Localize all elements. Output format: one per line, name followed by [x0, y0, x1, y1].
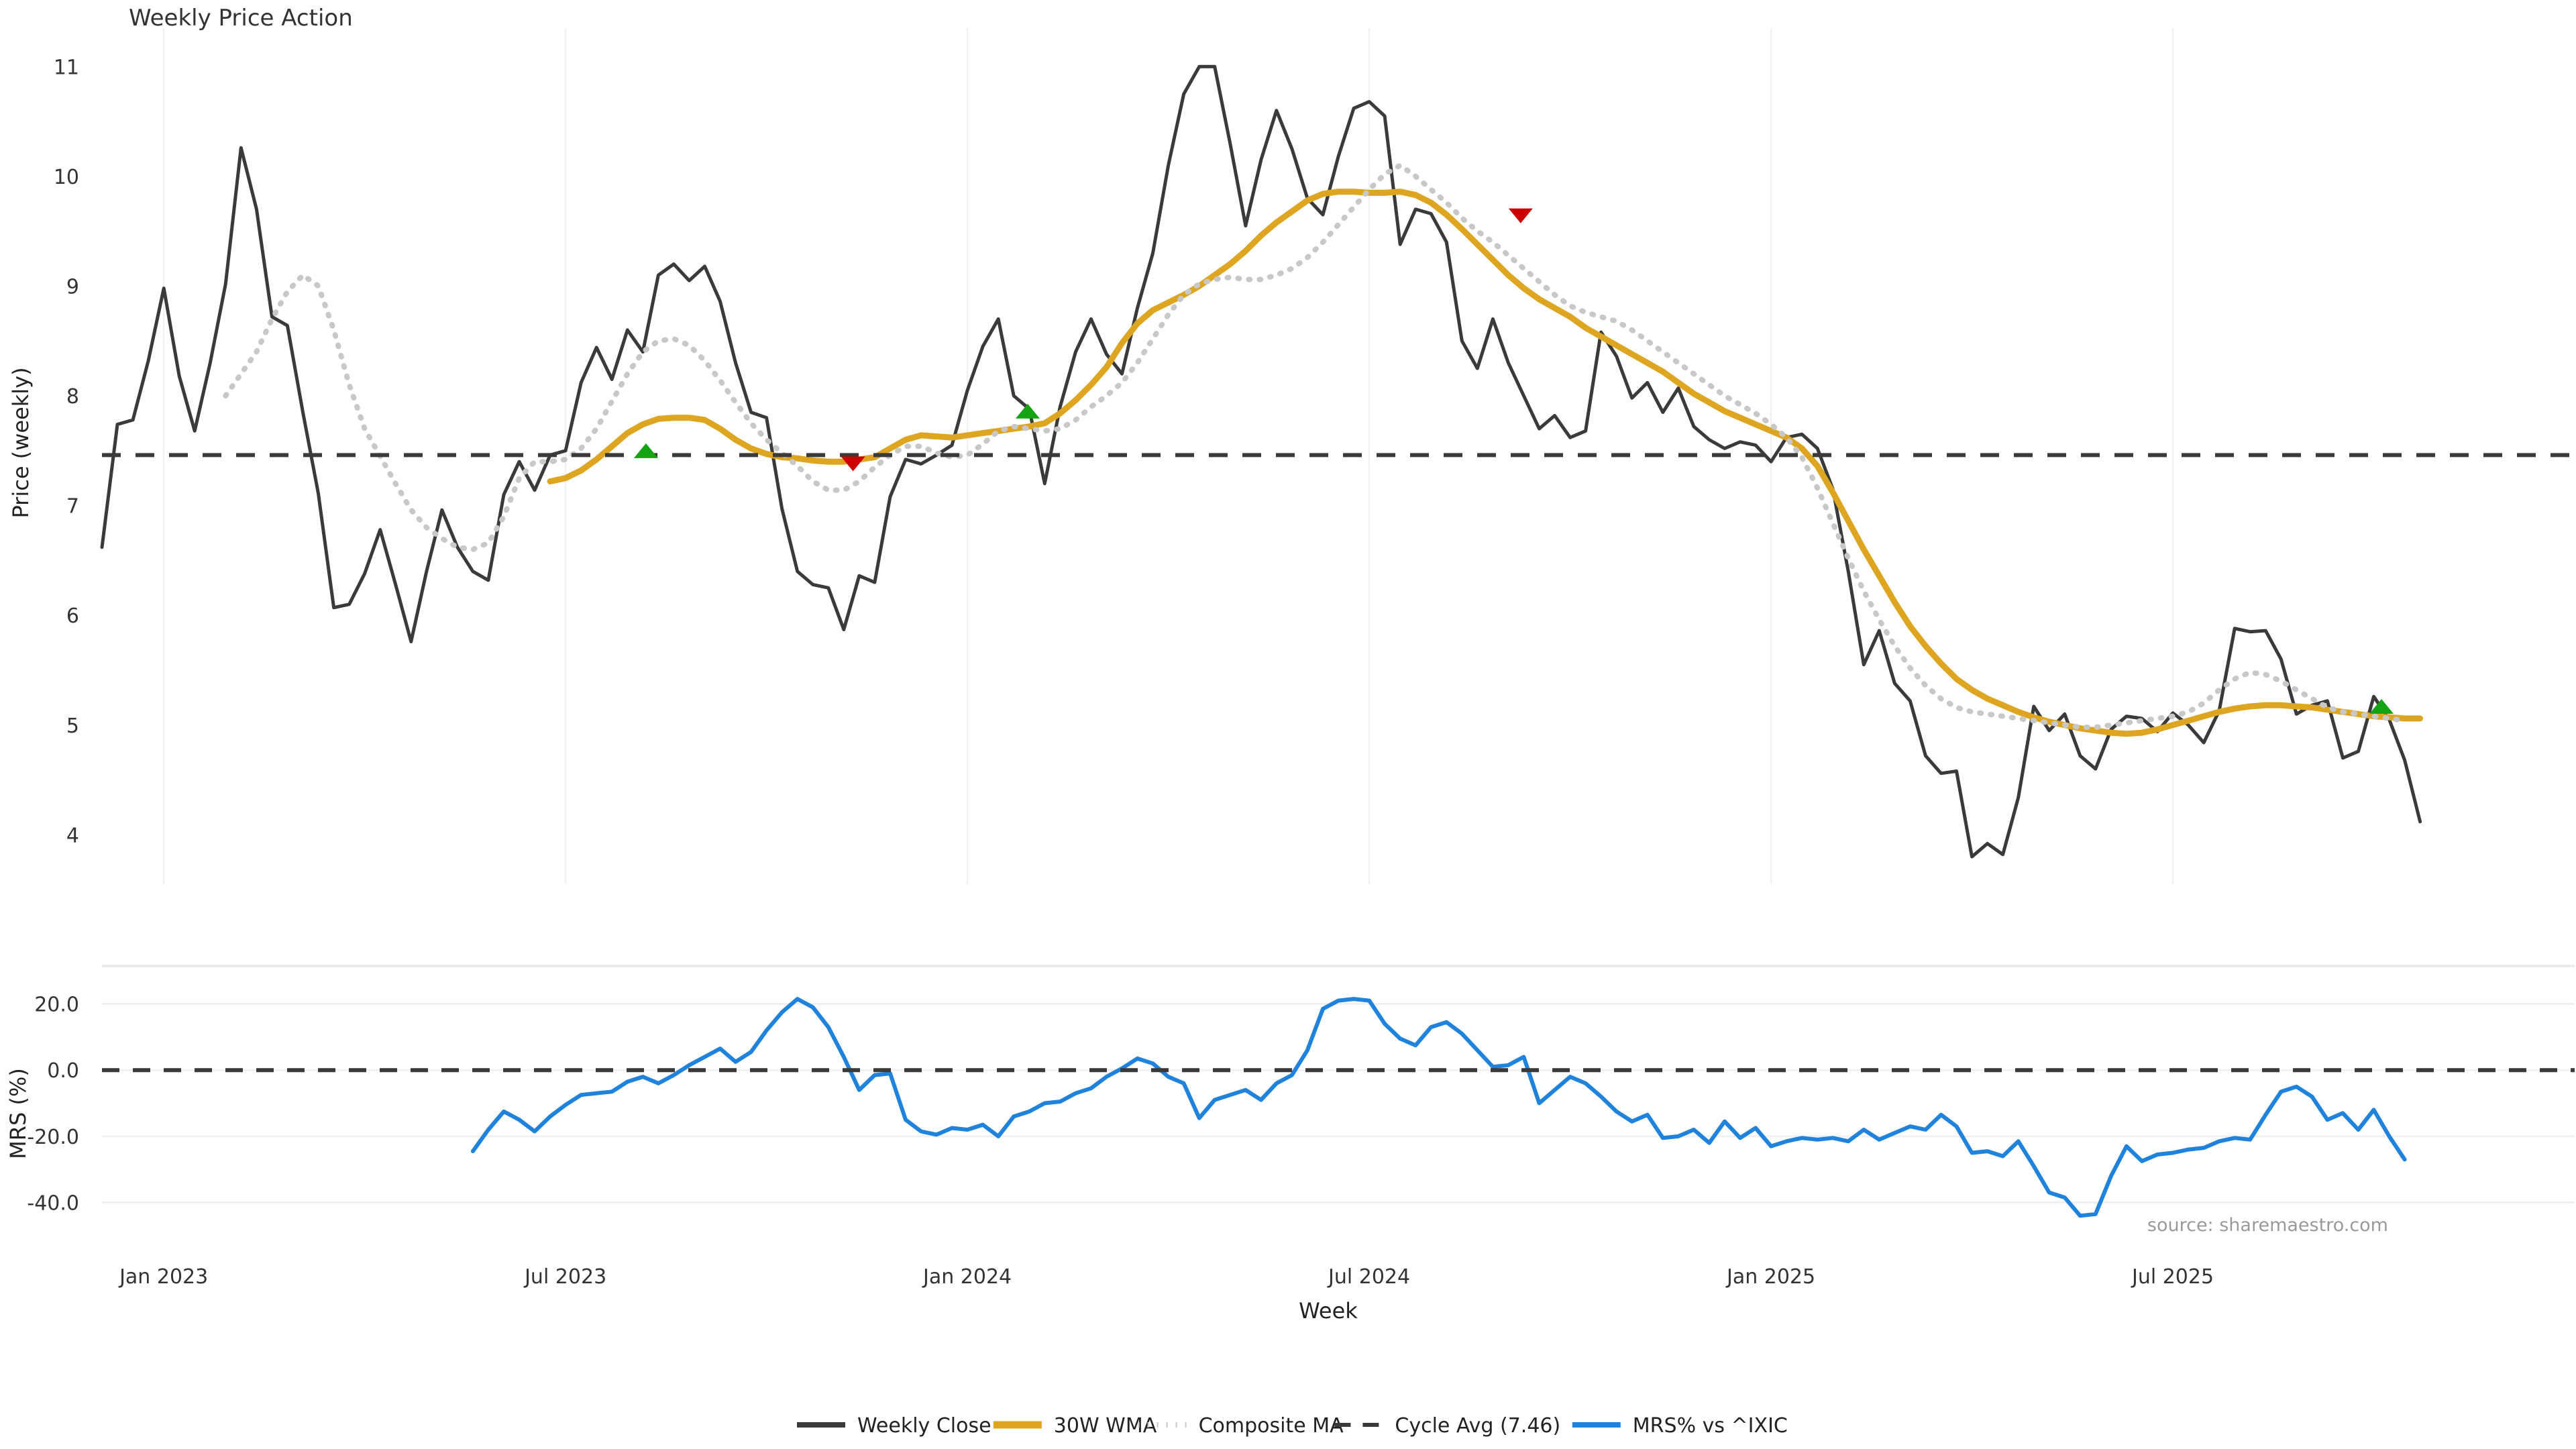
legend-label: Cycle Avg (7.46) — [1395, 1414, 1560, 1438]
price-ytick-4: 8 — [66, 385, 79, 409]
xtick-4: Jan 2025 — [1725, 1265, 1815, 1289]
legend-item-mrs-vs-ixic[interactable]: MRS% vs ^IXIC — [1572, 1414, 1788, 1438]
mrs-series-group — [470, 997, 2407, 1218]
mrs-ytick-3: -40.0 — [27, 1192, 79, 1216]
price-vertical-gridlines — [163, 28, 2174, 884]
price-ytick-0: 4 — [66, 824, 79, 847]
price-ytick-1: 5 — [66, 714, 79, 738]
legend-label: Composite MA — [1199, 1414, 1344, 1438]
buy-signal-marker — [2369, 698, 2394, 714]
mrs-y-tick-labels: 20.0 0.0 -20.0 -40.0 — [27, 994, 79, 1216]
x-axis-tick-labels: Jan 2023 Jul 2023 Jan 2024 Jul 2024 Jan 2025… — [118, 1265, 2214, 1289]
xtick-2: Jan 2024 — [922, 1265, 1012, 1289]
xtick-5: Jul 2025 — [2131, 1265, 2214, 1289]
buy-signal-marker — [633, 443, 658, 458]
source-attribution: source: sharemaestro.com — [2147, 1215, 2388, 1236]
sell-signal-marker — [1508, 208, 1533, 223]
legend-label: MRS% vs ^IXIC — [1633, 1414, 1788, 1438]
series-mrs — [470, 997, 2407, 1218]
legend-item-cycle-avg-7-46-[interactable]: Cycle Avg (7.46) — [1334, 1414, 1560, 1438]
legend-label: 30W WMA — [1054, 1414, 1157, 1438]
price-panel: 4 5 6 7 8 9 10 11 Price (weekly) — [8, 28, 2575, 884]
legend-item-30w-wma[interactable]: 30W WMA — [993, 1414, 1157, 1438]
signal-markers-group — [633, 208, 2394, 714]
price-ytick-2: 6 — [66, 604, 79, 628]
price-y-tick-labels: 4 5 6 7 8 9 10 11 — [54, 56, 79, 847]
mrs-ytick-0: 20.0 — [34, 994, 79, 1017]
mrs-panel: 20.0 0.0 -20.0 -40.0 MRS (%) source: sharem… — [5, 965, 2575, 1236]
xtick-3: Jul 2024 — [1327, 1265, 1410, 1289]
price-ytick-7: 11 — [54, 56, 79, 79]
price-ytick-6: 10 — [54, 166, 79, 189]
page-title: Weekly Price Action — [129, 5, 353, 32]
price-y-axis-label: Price (weekly) — [8, 367, 34, 518]
mrs-y-axis-label: MRS (%) — [5, 1068, 31, 1159]
sell-signal-marker — [841, 456, 865, 472]
price-ytick-3: 7 — [66, 495, 79, 519]
xtick-1: Jul 2023 — [523, 1265, 606, 1289]
series-weekly-close — [100, 64, 2422, 859]
mrs-ytick-2: -20.0 — [27, 1126, 79, 1149]
legend-item-composite-ma[interactable]: Composite MA — [1138, 1414, 1344, 1438]
xtick-0: Jan 2023 — [118, 1265, 208, 1289]
series-composite-ma — [223, 162, 2408, 731]
mrs-ytick-1: 0.0 — [47, 1059, 79, 1083]
legend-item-weekly-close[interactable]: Weekly Close — [797, 1414, 991, 1438]
buy-signal-marker — [1015, 403, 1040, 419]
price-ytick-5: 9 — [66, 275, 79, 299]
x-axis-label: Week — [1299, 1298, 1358, 1324]
chart-legend: Weekly Close 30W WMA Composite MA Cycle Avg… — [797, 1414, 1788, 1438]
legend-label: Weekly Close — [857, 1414, 991, 1438]
